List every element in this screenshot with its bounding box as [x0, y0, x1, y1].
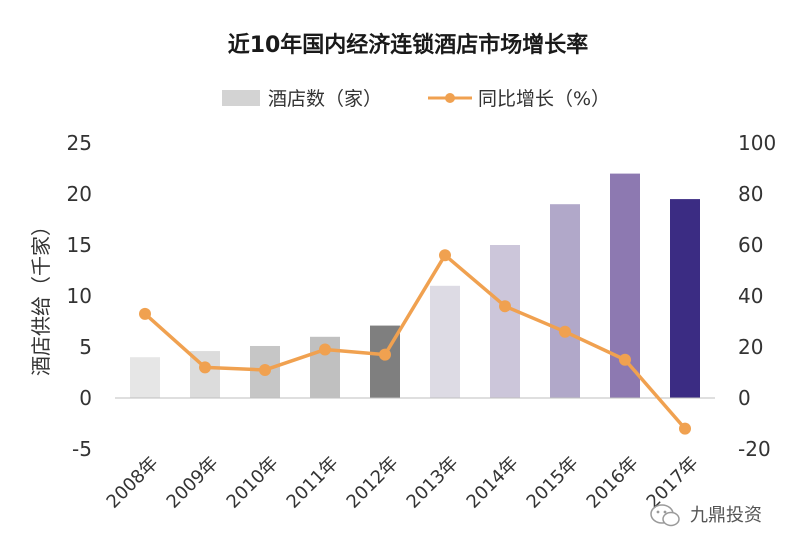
y-axis-label: 酒店供给（千家）	[29, 216, 53, 376]
bar	[490, 245, 520, 398]
bar	[670, 199, 700, 398]
category-label: 2013年	[403, 453, 463, 513]
left-tick-label: 0	[79, 386, 92, 410]
left-tick-label: 20	[67, 182, 92, 206]
left-axis-ticks: 25 20 15 10 5 0 -5	[67, 131, 92, 461]
line-point	[319, 343, 331, 356]
line-point	[619, 353, 631, 366]
category-label: 2015年	[523, 453, 583, 513]
legend-label-line: 同比增长（%）	[478, 88, 610, 110]
right-tick-label: 40	[738, 284, 763, 308]
watermark-text: 九鼎投资	[690, 505, 762, 526]
watermark: 九鼎投资	[650, 504, 762, 527]
left-tick-label: 5	[79, 335, 92, 359]
right-tick-label: 0	[738, 386, 751, 410]
category-label: 2012年	[343, 453, 403, 513]
line-point	[199, 361, 211, 374]
left-tick-label: 10	[67, 284, 92, 308]
legend-swatch-marker	[445, 93, 455, 103]
bar-series	[130, 173, 700, 398]
right-axis-ticks: 100 80 60 40 20 0 -20	[738, 131, 776, 461]
right-tick-label: 60	[738, 233, 763, 257]
bar	[430, 285, 460, 398]
line-series	[139, 249, 691, 435]
category-label: 2011年	[283, 453, 343, 513]
series-line	[143, 253, 687, 430]
line-point	[439, 249, 451, 262]
wechat-icon	[650, 504, 680, 527]
right-tick-label: 100	[738, 131, 776, 155]
bar	[550, 204, 580, 398]
line-point	[679, 422, 691, 435]
legend: 酒店数（家） 同比增长（%）	[222, 88, 610, 110]
category-label: 2009年	[163, 453, 223, 513]
category-label: 2017年	[643, 453, 703, 513]
left-tick-label: 15	[67, 233, 92, 257]
left-tick-label: -5	[72, 437, 92, 461]
legend-label-bar: 酒店数（家）	[268, 88, 382, 110]
category-label: 2010年	[223, 453, 283, 513]
chart-title: 近10年国内经济连锁酒店市场增长率	[228, 32, 589, 58]
right-tick-label: -20	[738, 437, 771, 461]
left-tick-label: 25	[67, 131, 92, 155]
category-label: 2014年	[463, 453, 523, 513]
right-tick-label: 20	[738, 335, 763, 359]
legend-swatch-bar	[222, 90, 260, 106]
line-point	[559, 325, 571, 338]
category-label: 2008年	[103, 453, 163, 513]
category-labels: 2008年 2009年 2010年 2011年 2012年 2013年 2014年 2015年…	[103, 453, 703, 513]
category-label: 2016年	[583, 453, 643, 513]
line-point	[259, 363, 271, 376]
line-point	[379, 348, 391, 361]
right-tick-label: 80	[738, 182, 763, 206]
bar	[130, 357, 160, 398]
line-point	[139, 307, 151, 320]
line-point	[499, 300, 511, 313]
